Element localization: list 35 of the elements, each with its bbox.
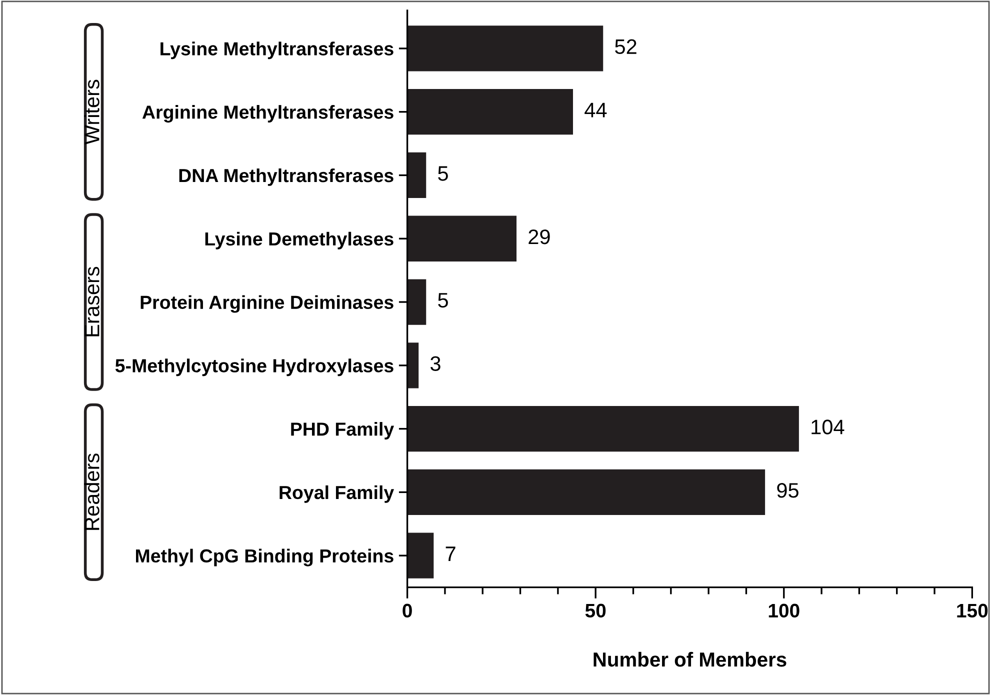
- data-label: 44: [584, 102, 607, 118]
- x-axis-title: Number of Members: [594, 652, 786, 667]
- data-label: 104: [812, 420, 844, 434]
- y-tick-label: Lysine Demethylases: [205, 232, 394, 250]
- bar: [407, 406, 799, 452]
- y-tick-label: Royal Family: [280, 485, 394, 503]
- data-label: 3: [430, 356, 440, 371]
- x-tick-label: 0: [402, 604, 412, 618]
- y-tick-label: Lysine Methyltransferases: [160, 42, 394, 60]
- text: Erasers: [84, 266, 100, 336]
- y-tick-label: PHD Family: [291, 422, 394, 440]
- data-label: 29: [528, 229, 550, 244]
- bar: [407, 469, 766, 516]
- y-tick-label: Methyl CpG Binding Proteins: [136, 548, 394, 566]
- y-tick-label: DNA Methyltransferases: [179, 168, 394, 186]
- data-label: 7: [446, 546, 456, 561]
- y-tick-label: Arginine Methyltransferases: [142, 105, 394, 123]
- x-tick-label: 100: [768, 604, 800, 618]
- bar: [407, 152, 426, 198]
- data-label: 5: [438, 166, 448, 181]
- x-tick-label: 150: [957, 604, 988, 618]
- y-tick-label: Protein Arginine Deiminases: [140, 295, 394, 313]
- data-label: 95: [777, 483, 798, 498]
- bar: [407, 532, 434, 578]
- bar: [407, 26, 604, 72]
- bar: [407, 279, 426, 325]
- text: Writers: [84, 80, 100, 145]
- data-label: 5: [438, 293, 448, 308]
- bar: [407, 216, 517, 262]
- text: Readers: [84, 454, 100, 530]
- bar: [407, 342, 419, 388]
- y-tick-label: 5-Methylcytosine Hydroxylases: [115, 358, 394, 376]
- bar: [407, 89, 573, 135]
- x-tick-label: 50: [585, 604, 606, 618]
- data-label: 52: [615, 39, 636, 54]
